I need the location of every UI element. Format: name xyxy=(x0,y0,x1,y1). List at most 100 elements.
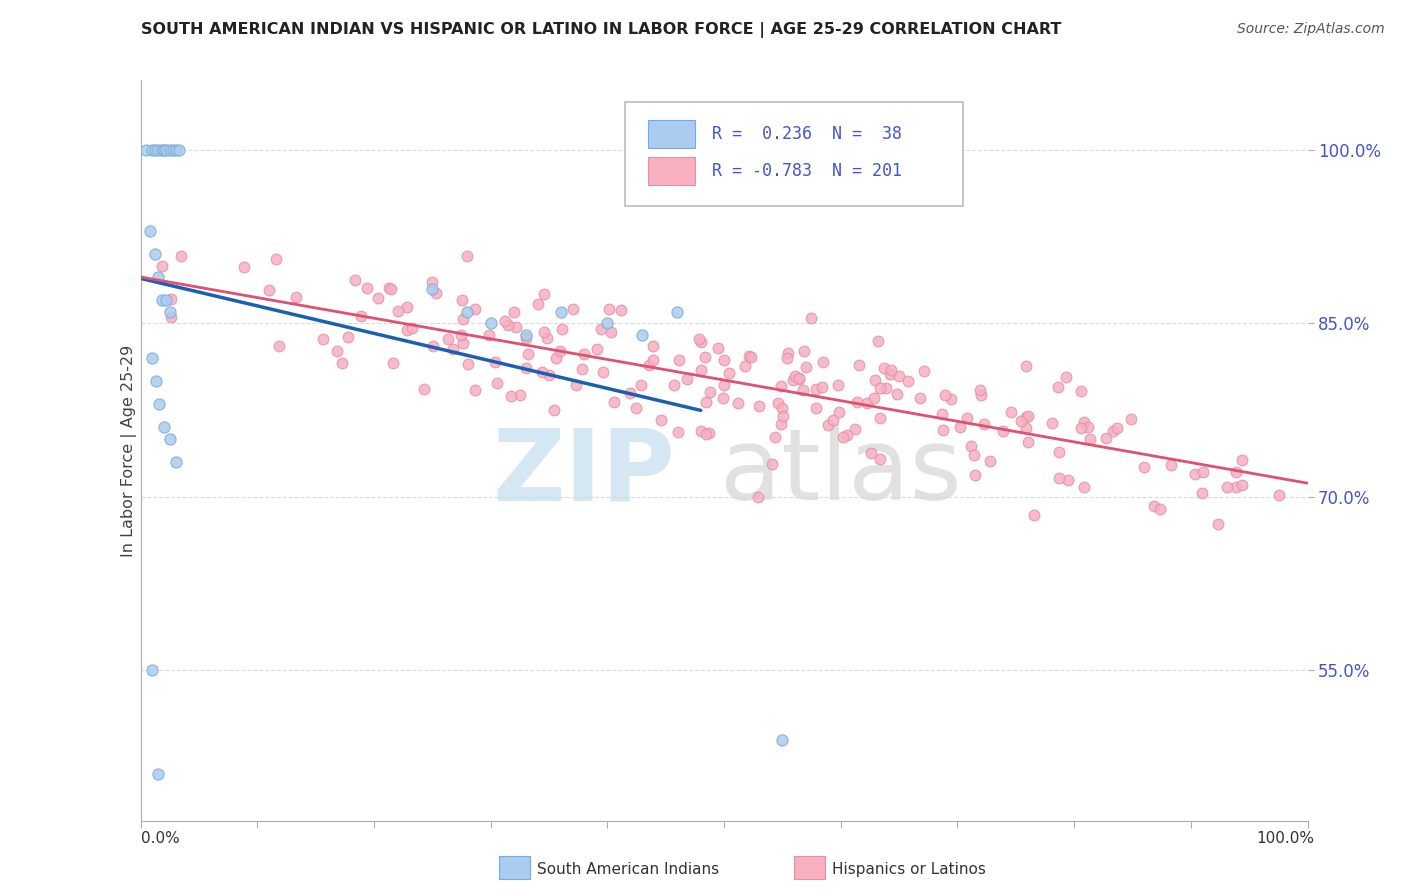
Point xyxy=(748,399,770,413)
Point xyxy=(896,375,918,389)
Point xyxy=(503,305,526,319)
Point xyxy=(457,357,479,371)
Text: atlas: atlas xyxy=(720,425,962,521)
Point xyxy=(689,363,711,377)
Point xyxy=(676,372,699,386)
Point xyxy=(527,297,550,311)
Point xyxy=(600,325,623,339)
Y-axis label: In Labor Force | Age 25-29: In Labor Force | Age 25-29 xyxy=(121,344,138,557)
Point xyxy=(1191,485,1213,500)
Point xyxy=(494,313,516,327)
Point xyxy=(711,391,734,405)
Point xyxy=(395,323,418,337)
Point xyxy=(1054,369,1077,384)
Point xyxy=(571,362,593,376)
Point xyxy=(1230,453,1253,467)
Point xyxy=(713,353,735,368)
Point xyxy=(887,368,910,383)
Point xyxy=(948,419,970,434)
Point xyxy=(879,367,901,381)
Point xyxy=(396,300,419,314)
Point xyxy=(505,319,527,334)
Point xyxy=(662,378,685,392)
Text: 0.0%: 0.0% xyxy=(141,831,180,846)
Point xyxy=(1070,384,1092,399)
Point xyxy=(912,364,935,378)
Point xyxy=(1225,480,1247,494)
Point xyxy=(536,331,558,345)
Point xyxy=(973,417,995,432)
Point xyxy=(869,411,891,425)
Point xyxy=(666,425,689,440)
Point xyxy=(1232,478,1254,492)
Point xyxy=(420,275,443,289)
Point xyxy=(1022,508,1045,523)
Bar xyxy=(648,157,695,186)
Point xyxy=(1268,488,1291,502)
Point xyxy=(991,424,1014,438)
Point xyxy=(770,378,793,392)
Point xyxy=(422,339,444,353)
Point xyxy=(831,429,853,443)
Point xyxy=(804,382,827,396)
Point xyxy=(1070,420,1092,434)
Point xyxy=(772,732,794,747)
Text: Hispanics or Latinos: Hispanics or Latinos xyxy=(832,863,986,877)
Point xyxy=(1184,467,1206,482)
Point xyxy=(456,249,478,263)
Text: R = -0.783  N = 201: R = -0.783 N = 201 xyxy=(713,162,903,180)
Point xyxy=(367,291,389,305)
Point xyxy=(1149,501,1171,516)
Point xyxy=(1047,470,1070,484)
Point xyxy=(284,290,307,304)
Point xyxy=(326,343,349,358)
Point xyxy=(585,342,607,356)
Point xyxy=(699,384,721,399)
Point xyxy=(787,372,810,386)
Point xyxy=(332,356,354,370)
Text: SOUTH AMERICAN INDIAN VS HISPANIC OR LATINO IN LABOR FORCE | AGE 25-29 CORRELATI: SOUTH AMERICAN INDIAN VS HISPANIC OR LAT… xyxy=(141,22,1062,38)
Point xyxy=(810,380,832,394)
Point xyxy=(609,302,631,317)
Point xyxy=(380,282,402,296)
Point xyxy=(159,143,181,157)
Point xyxy=(932,423,955,437)
Text: Source: ZipAtlas.com: Source: ZipAtlas.com xyxy=(1237,22,1385,37)
Point xyxy=(1046,380,1069,394)
Point xyxy=(963,448,986,462)
Point xyxy=(817,418,839,433)
Point xyxy=(165,143,187,157)
Point xyxy=(537,368,560,382)
Point xyxy=(343,273,366,287)
Point xyxy=(561,301,583,316)
Point xyxy=(862,391,884,405)
Point xyxy=(643,352,665,367)
Point xyxy=(1015,359,1038,373)
Point xyxy=(336,330,359,344)
Point xyxy=(146,143,169,157)
Point xyxy=(941,392,963,407)
Point xyxy=(1047,444,1070,458)
Point xyxy=(1121,412,1143,426)
Point xyxy=(880,362,903,376)
Point xyxy=(153,420,176,434)
Point xyxy=(1015,421,1038,435)
Point xyxy=(486,376,509,391)
Point xyxy=(1077,420,1099,434)
Point xyxy=(690,424,713,438)
Point xyxy=(718,367,741,381)
Point xyxy=(869,452,891,467)
Point xyxy=(931,407,953,421)
Point xyxy=(1160,458,1182,473)
Point xyxy=(713,378,735,392)
Point xyxy=(413,382,436,396)
Point xyxy=(139,224,162,238)
Point xyxy=(150,143,173,157)
Point xyxy=(544,351,567,366)
Point xyxy=(666,304,689,318)
Point xyxy=(737,349,759,363)
Point xyxy=(592,364,614,378)
Point xyxy=(451,336,474,351)
Point xyxy=(1000,405,1022,419)
Point xyxy=(159,432,181,446)
